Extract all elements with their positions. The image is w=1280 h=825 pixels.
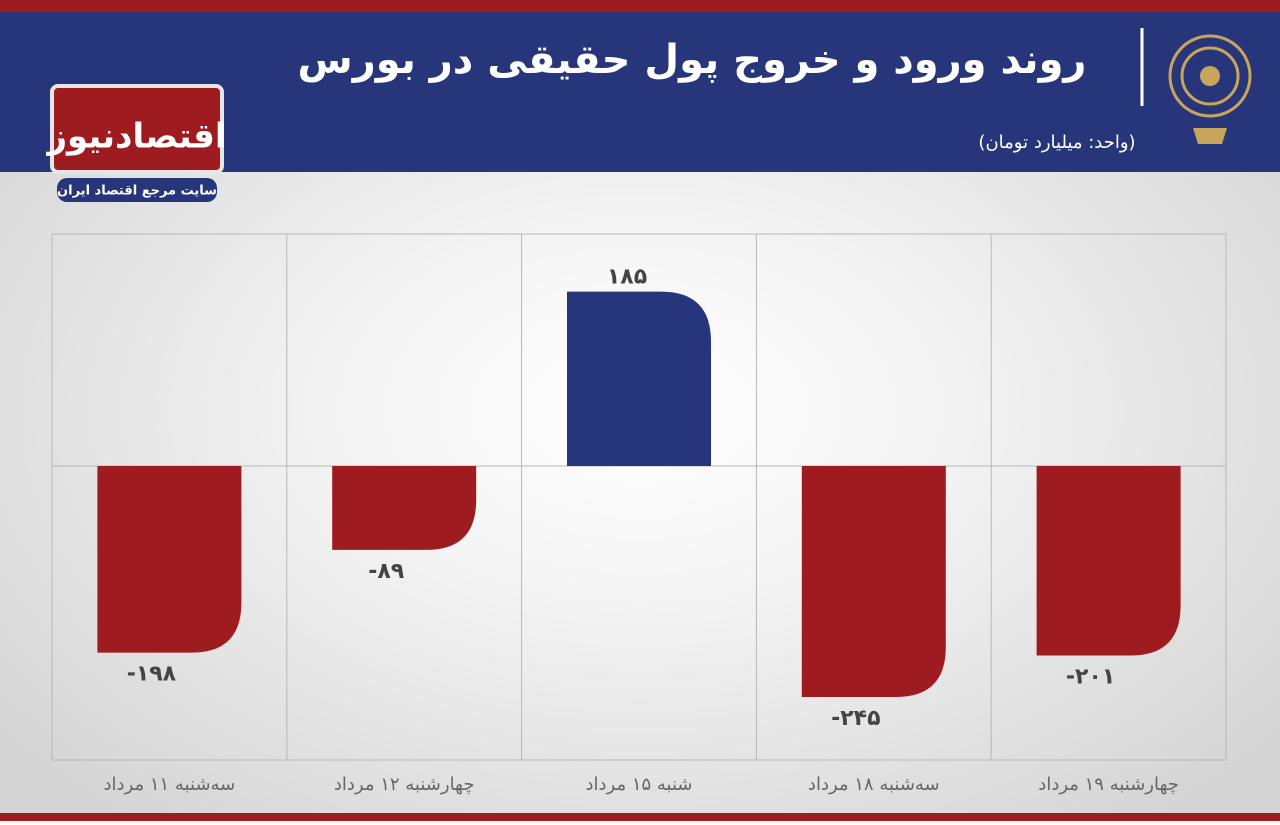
value-label: -۲۰۱ [1066, 665, 1115, 690]
bar [801, 466, 946, 697]
brand-name: اقتصادنیوز [45, 117, 226, 157]
emblem [1168, 34, 1252, 144]
x-tick-label: شنبه ۱۵ مرداد [586, 774, 693, 795]
bottom-strip [0, 813, 1280, 821]
value-label: ۱۸۵ [607, 265, 647, 290]
bar [1036, 466, 1181, 656]
plot-frame [51, 233, 1227, 761]
value-label: -۸۹ [368, 559, 404, 584]
bar [332, 466, 477, 550]
bar [97, 466, 242, 653]
chart-subtitle: (واحد: میلیارد تومان) [978, 132, 1135, 153]
x-tick-label: چهارشنبه ۱۲ مرداد [334, 774, 475, 795]
x-tick-label: سه‌شنبه ۱۸ مرداد [808, 774, 940, 795]
top-strip [0, 0, 1280, 12]
brand-tagline-pill [57, 178, 217, 202]
bar [567, 291, 711, 466]
chart-title: روند ورود و خروج پول حقیقی در بورس [298, 37, 1087, 83]
x-tick-label: چهارشنبه ۱۹ مرداد [1038, 774, 1179, 795]
value-label: -۲۴۵ [831, 706, 880, 731]
value-label: -۱۹۸ [127, 662, 177, 687]
x-tick-label: سه‌شنبه ۱۱ مرداد [104, 774, 236, 795]
brand-box [50, 84, 224, 174]
brand-tagline: سایت مرجع اقتصاد ایران [57, 184, 217, 199]
